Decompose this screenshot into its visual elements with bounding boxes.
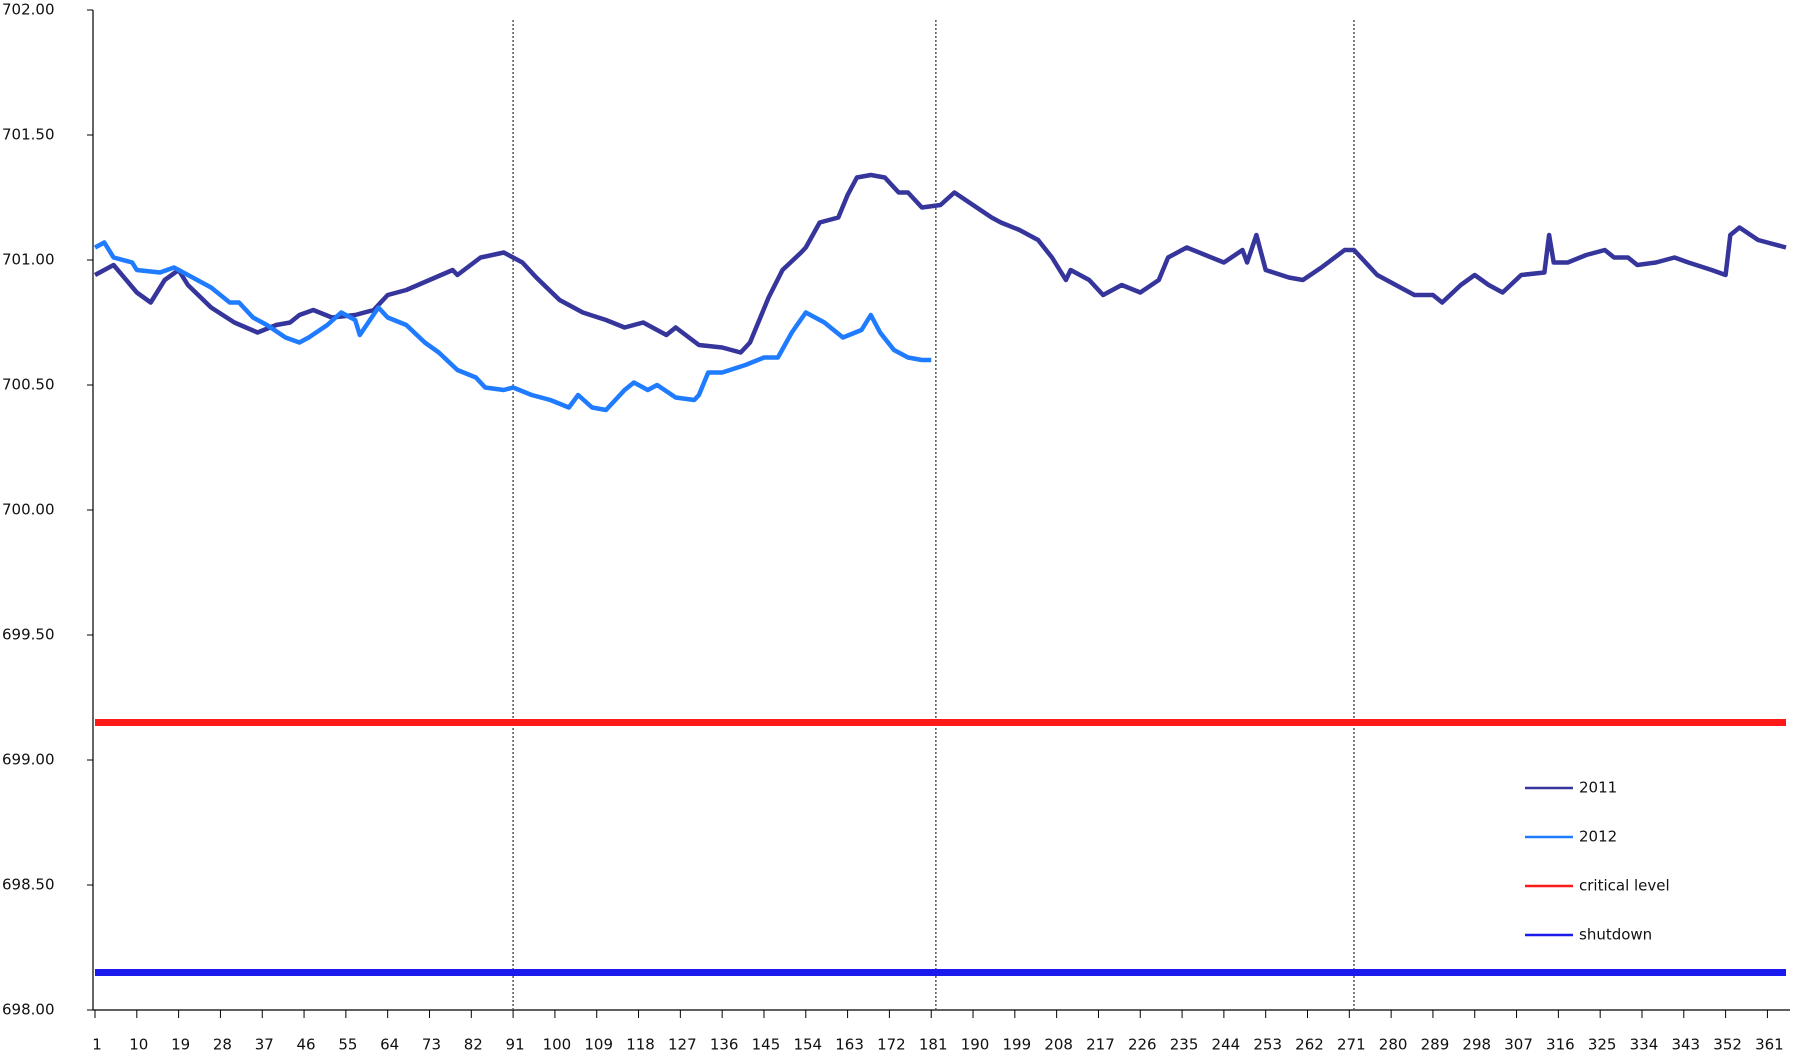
- x-tick-label: 163: [835, 1036, 864, 1054]
- x-tick-label: 172: [877, 1036, 906, 1054]
- x-tick-label: 217: [1086, 1036, 1115, 1054]
- x-tick-label: 55: [338, 1036, 357, 1054]
- x-tick-label: 109: [584, 1036, 613, 1054]
- x-tick-label: 307: [1504, 1036, 1533, 1054]
- x-tick-label: 181: [919, 1036, 948, 1054]
- series-line: [93, 172, 1787, 355]
- x-tick-label: 325: [1588, 1036, 1617, 1054]
- y-tick-label: 698.00: [2, 1001, 55, 1019]
- x-tick-label: 271: [1337, 1036, 1366, 1054]
- y-tick-label: 699.50: [2, 626, 55, 644]
- x-tick-label: 262: [1295, 1036, 1324, 1054]
- x-tick-label: 82: [464, 1036, 483, 1054]
- legend-label: 2012: [1579, 828, 1617, 846]
- series-line: [93, 240, 932, 413]
- x-tick-label: 64: [380, 1036, 399, 1054]
- x-tick-label: 253: [1253, 1036, 1282, 1054]
- legend-label: shutdown: [1579, 926, 1652, 944]
- x-tick-label: 46: [297, 1036, 316, 1054]
- x-tick-label: 118: [626, 1036, 655, 1054]
- x-tick-label: 352: [1713, 1036, 1742, 1054]
- x-tick-label: 226: [1128, 1036, 1157, 1054]
- x-tick-label: 244: [1212, 1036, 1241, 1054]
- x-tick-label: 100: [543, 1036, 572, 1054]
- x-tick-label: 28: [213, 1036, 232, 1054]
- y-tick-label: 698.50: [2, 876, 55, 894]
- x-tick-label: 127: [668, 1036, 697, 1054]
- x-tick-label: 1: [92, 1036, 102, 1054]
- legend-label: critical level: [1579, 877, 1670, 895]
- y-tick-label: 701.50: [2, 126, 55, 144]
- legend-label: 2011: [1579, 779, 1617, 797]
- y-tick-label: 702.00: [2, 1, 55, 19]
- x-tick-label: 19: [171, 1036, 190, 1054]
- y-tick-label: 700.50: [2, 376, 55, 394]
- x-tick-label: 73: [422, 1036, 441, 1054]
- x-tick-label: 37: [255, 1036, 274, 1054]
- x-tick-label: 190: [961, 1036, 990, 1054]
- x-tick-label: 145: [752, 1036, 781, 1054]
- x-tick-label: 289: [1421, 1036, 1450, 1054]
- x-tick-label: 91: [506, 1036, 525, 1054]
- x-tick-label: 361: [1755, 1036, 1784, 1054]
- x-tick-label: 235: [1170, 1036, 1199, 1054]
- x-tick-label: 334: [1630, 1036, 1659, 1054]
- x-tick-label: 343: [1671, 1036, 1700, 1054]
- x-tick-label: 298: [1462, 1036, 1491, 1054]
- x-tick-label: 280: [1379, 1036, 1408, 1054]
- x-tick-label: 136: [710, 1036, 739, 1054]
- y-tick-label: 699.00: [2, 751, 55, 769]
- x-tick-label: 10: [129, 1036, 148, 1054]
- x-tick-label: 316: [1546, 1036, 1575, 1054]
- y-tick-label: 701.00: [2, 251, 55, 269]
- x-tick-label: 208: [1044, 1036, 1073, 1054]
- y-tick-label: 700.00: [2, 501, 55, 519]
- x-tick-label: 154: [793, 1036, 822, 1054]
- x-tick-label: 199: [1003, 1036, 1032, 1054]
